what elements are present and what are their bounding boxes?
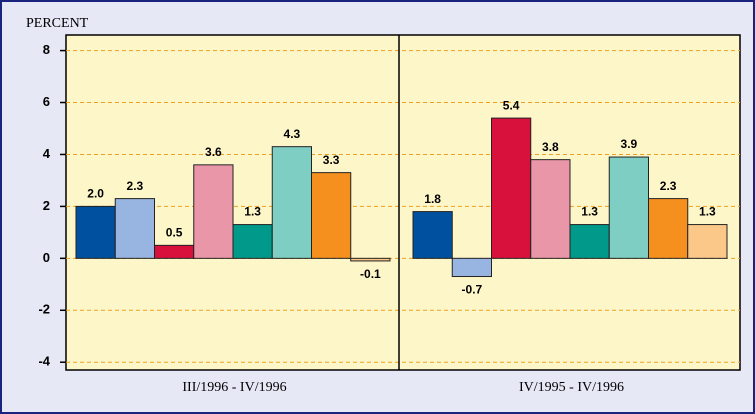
bar (687, 224, 728, 259)
y-tick-label: 6 (43, 94, 50, 109)
bar (412, 211, 453, 259)
bar (350, 257, 391, 262)
bar (193, 164, 234, 259)
value-label: 1.3 (699, 205, 716, 219)
y-tick-label: 4 (43, 146, 51, 161)
bar (608, 156, 649, 259)
y-tick-label: 8 (43, 42, 50, 57)
bar (648, 198, 689, 259)
value-label: 2.3 (127, 179, 144, 193)
value-label: 2.3 (660, 179, 677, 193)
bar (75, 205, 116, 259)
value-label: 1.3 (244, 205, 261, 219)
y-tick-label: -2 (38, 302, 50, 317)
bar (530, 159, 571, 259)
y-tick-label: 2 (43, 198, 50, 213)
value-label: 5.4 (503, 98, 520, 112)
value-label: 3.8 (542, 140, 559, 154)
value-label: 1.3 (581, 205, 598, 219)
value-label: 3.6 (205, 145, 222, 159)
x-tick-label: IV/1995 - IV/1996 (519, 380, 624, 395)
x-tick-label: III/1996 - IV/1996 (182, 380, 286, 395)
value-label: 3.3 (323, 153, 340, 167)
value-label: 4.3 (284, 127, 301, 141)
y-axis-label: PERCENT (26, 16, 89, 31)
value-label: -0.7 (462, 283, 483, 297)
value-label: 2.0 (87, 187, 104, 201)
bars: 2.0 2.3 0.5 3.6 1.3 4.3 3.3 -0.1 1.8 -0.7 5.4 3.8 1.… (75, 98, 728, 297)
bar (114, 198, 155, 259)
bar (491, 117, 532, 259)
bar (451, 257, 492, 278)
y-tick-label: 0 (43, 250, 50, 265)
value-label: 1.8 (424, 192, 441, 206)
bar (232, 224, 273, 259)
grid: -4 -2 0 2 4 6 8 (38, 42, 740, 369)
y-tick-label: -4 (38, 354, 50, 369)
bar (311, 172, 352, 259)
bar (271, 146, 312, 259)
bar (154, 244, 195, 259)
value-label: 0.5 (166, 226, 183, 240)
value-label: 3.9 (621, 137, 638, 151)
bar (569, 224, 610, 259)
value-label: -0.1 (360, 267, 381, 281)
